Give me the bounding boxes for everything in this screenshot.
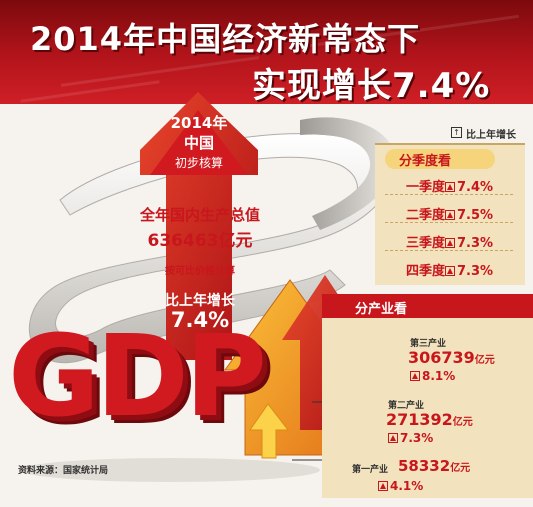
growth-label: 比上年增长 bbox=[165, 293, 235, 309]
industry-growth-value: 8.1% bbox=[422, 369, 456, 383]
industry-value-number: 306739 bbox=[408, 348, 475, 367]
growth-value: 7.4% bbox=[170, 308, 230, 332]
divider bbox=[385, 222, 513, 223]
quarter-row: 一季度 7.4% bbox=[406, 176, 493, 195]
industry-name: 第二产业 bbox=[388, 401, 425, 411]
year-label: 2014年 bbox=[170, 114, 228, 132]
industry-value-unit: 亿元 bbox=[452, 417, 473, 428]
up-arrow-box-icon bbox=[378, 481, 388, 491]
industry-value-number: 271392 bbox=[386, 410, 453, 429]
quarter-title: 分季度看 bbox=[399, 154, 452, 169]
quarter-row: 四季度 7.3% bbox=[406, 260, 493, 279]
up-arrow-box-icon bbox=[445, 266, 456, 276]
quarter-row: 二季度 7.5% bbox=[406, 204, 493, 223]
quarter-row: 三季度 7.3% bbox=[406, 232, 493, 251]
industry-header-bar bbox=[322, 294, 533, 318]
industry-value: 306739亿元 bbox=[408, 348, 495, 367]
up-arrow-box-icon bbox=[445, 238, 456, 248]
industry-growth-value: 4.1% bbox=[390, 479, 424, 493]
quarter-growth: 7.4% bbox=[457, 180, 494, 195]
industry-panel bbox=[322, 318, 533, 498]
quarter-header-pill bbox=[385, 149, 495, 169]
up-arrow-box-icon: ↑ bbox=[451, 127, 462, 138]
legend-label: 比上年增长 bbox=[466, 130, 516, 141]
country-label: 中国 bbox=[183, 134, 214, 152]
quarter-growth: 7.3% bbox=[457, 264, 494, 279]
gdp-total-label: 全年国内生产总值 bbox=[139, 206, 260, 224]
industry-value-number: 58332 bbox=[398, 457, 451, 475]
quarter-name: 二季度 bbox=[406, 208, 446, 223]
industry-value-unit: 亿元 bbox=[450, 463, 471, 474]
page-title-line1: 2014年中国经济新常态下 bbox=[30, 20, 421, 58]
header-banner bbox=[0, 0, 533, 104]
up-arrow-box-icon bbox=[410, 371, 420, 381]
industry-name: 第一产业 bbox=[352, 465, 389, 475]
divider bbox=[385, 194, 513, 195]
quarter-growth: 7.3% bbox=[457, 236, 494, 251]
industry-growth-value: 7.3% bbox=[400, 431, 434, 445]
up-arrow-box-icon bbox=[388, 433, 398, 443]
industry-value: 58332亿元 bbox=[398, 457, 470, 475]
gdp-total-value: 636463亿元 bbox=[147, 231, 253, 251]
price-note: 按可比价格计算 bbox=[165, 266, 235, 277]
quarter-name: 三季度 bbox=[406, 236, 446, 251]
industry-value-unit: 亿元 bbox=[474, 355, 495, 366]
gdp-lettering: GDP bbox=[8, 312, 267, 442]
quarter-growth: 7.5% bbox=[457, 208, 494, 223]
industry-growth: 4.1% bbox=[378, 479, 423, 493]
industry-growth: 7.3% bbox=[388, 431, 433, 445]
industry-value: 271392亿元 bbox=[386, 410, 473, 429]
quarter-name: 一季度 bbox=[406, 180, 446, 195]
up-arrow-box-icon bbox=[445, 182, 456, 192]
industry-title: 分产业看 bbox=[355, 302, 408, 317]
subtitle-label: 初步核算 bbox=[174, 156, 223, 170]
industry-name: 第三产业 bbox=[410, 339, 447, 349]
up-arrow-box-icon bbox=[445, 210, 456, 220]
quarter-name: 四季度 bbox=[406, 264, 446, 279]
industry-growth: 8.1% bbox=[410, 369, 455, 383]
page-title-line2: 实现增长7.4% bbox=[252, 66, 491, 106]
divider bbox=[385, 250, 513, 251]
source-note: 资料来源：国家统计局 bbox=[18, 466, 109, 476]
